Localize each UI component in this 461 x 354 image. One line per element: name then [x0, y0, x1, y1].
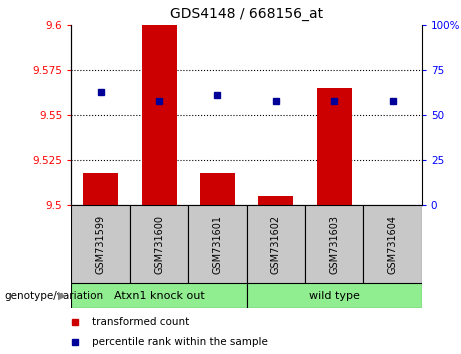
Bar	[247, 283, 422, 308]
Text: transformed count: transformed count	[93, 318, 190, 327]
Text: genotype/variation: genotype/variation	[5, 291, 104, 301]
Bar	[142, 25, 177, 205]
Text: wild type: wild type	[309, 291, 360, 301]
Text: GSM731601: GSM731601	[213, 215, 223, 274]
Bar	[363, 205, 422, 283]
Text: GSM731599: GSM731599	[95, 215, 106, 274]
Text: percentile rank within the sample: percentile rank within the sample	[93, 337, 268, 347]
Text: GSM731602: GSM731602	[271, 215, 281, 274]
Bar	[71, 205, 130, 283]
Bar	[258, 196, 293, 205]
Text: Atxn1 knock out: Atxn1 knock out	[114, 291, 204, 301]
Bar	[200, 173, 235, 205]
Bar	[317, 88, 352, 205]
Bar	[305, 205, 363, 283]
Bar	[130, 205, 188, 283]
Title: GDS4148 / 668156_at: GDS4148 / 668156_at	[170, 7, 323, 21]
Bar	[83, 173, 118, 205]
Bar	[71, 283, 247, 308]
Text: GSM731600: GSM731600	[154, 215, 164, 274]
Text: GSM731604: GSM731604	[388, 215, 398, 274]
Bar	[188, 205, 247, 283]
Bar	[247, 205, 305, 283]
Text: GSM731603: GSM731603	[329, 215, 339, 274]
Text: ▶: ▶	[59, 291, 67, 301]
